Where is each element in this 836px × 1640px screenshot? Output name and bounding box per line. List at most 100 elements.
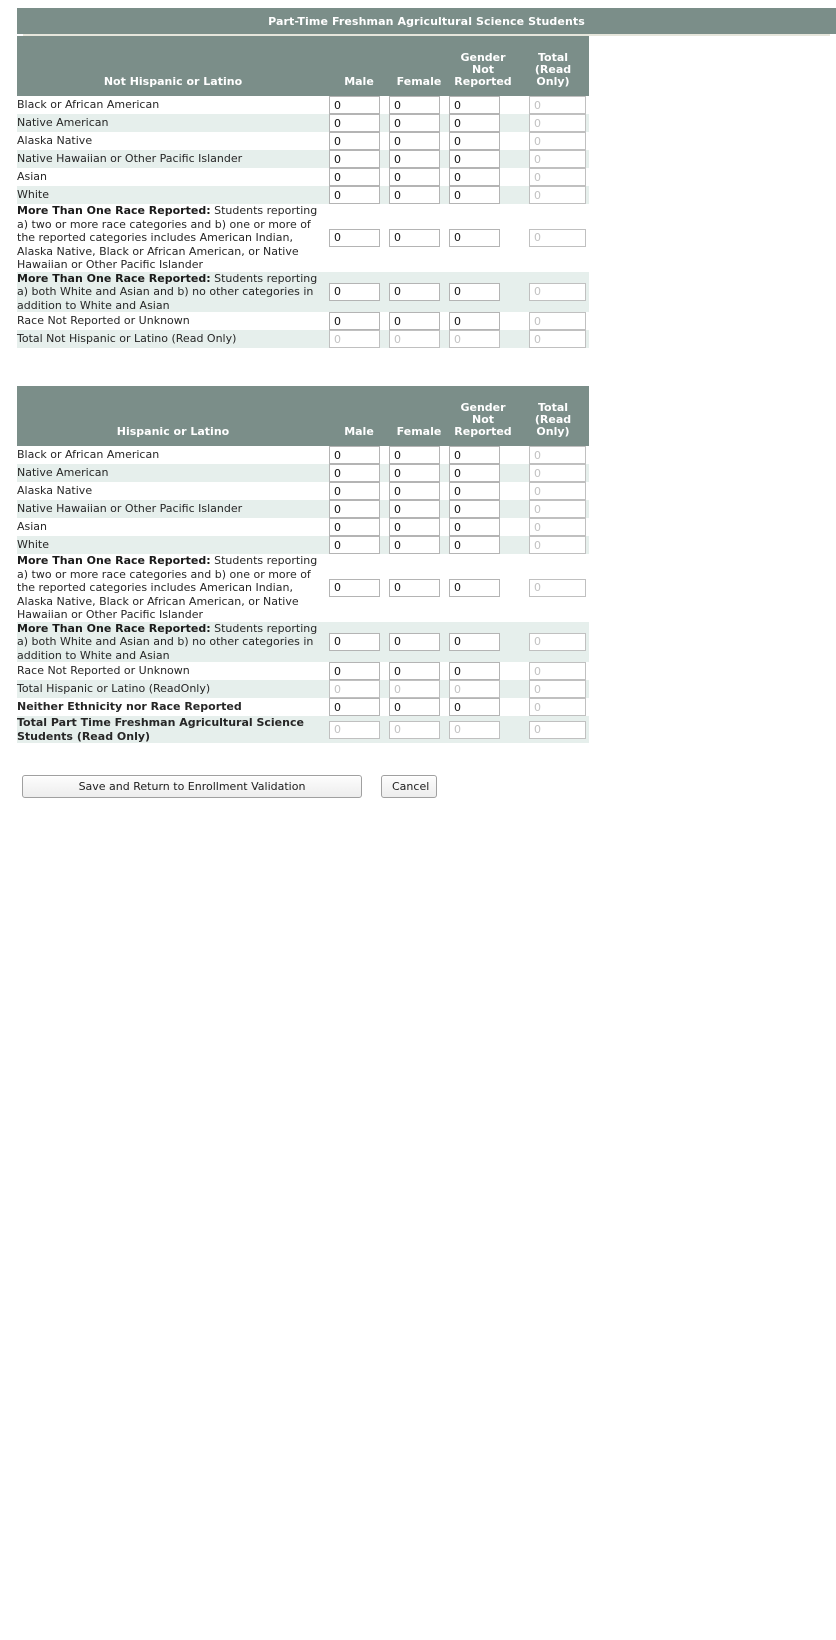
input-total (529, 446, 586, 464)
input-total (529, 464, 586, 482)
row-label: More Than One Race Reported: Students re… (17, 204, 329, 272)
input-female[interactable] (389, 168, 440, 186)
input-gender-not-reported[interactable] (449, 282, 500, 301)
input-male[interactable] (329, 150, 380, 168)
cell-male (329, 500, 389, 518)
cell-male (329, 312, 389, 330)
input-gender-not-reported (449, 720, 500, 739)
input-male[interactable] (329, 228, 380, 247)
cell-total (517, 330, 589, 348)
input-male[interactable] (329, 632, 380, 651)
input-gender-not-reported[interactable] (449, 578, 500, 597)
input-gender-not-reported[interactable] (449, 312, 500, 330)
cell-gender-not-reported (449, 271, 517, 312)
cell-male (329, 464, 389, 482)
form-actions: Save and Return to Enrollment Validation… (22, 775, 836, 798)
input-female[interactable] (389, 114, 440, 132)
input-male[interactable] (329, 114, 380, 132)
input-gender-not-reported[interactable] (449, 150, 500, 168)
input-total (529, 282, 586, 301)
input-female[interactable] (389, 186, 440, 204)
input-gender-not-reported[interactable] (449, 632, 500, 651)
cell-total (517, 132, 589, 150)
input-male[interactable] (329, 536, 380, 554)
input-female[interactable] (389, 662, 440, 680)
table-spacer (17, 348, 836, 386)
input-gender-not-reported[interactable] (449, 228, 500, 247)
input-female[interactable] (389, 500, 440, 518)
input-male[interactable] (329, 698, 380, 716)
input-female[interactable] (389, 464, 440, 482)
input-gender-not-reported[interactable] (449, 186, 500, 204)
input-total (529, 330, 586, 348)
row-label: Race Not Reported or Unknown (17, 662, 329, 680)
input-male[interactable] (329, 282, 380, 301)
input-gender-not-reported[interactable] (449, 114, 500, 132)
cell-female (389, 330, 449, 348)
input-gender-not-reported[interactable] (449, 132, 500, 150)
input-female[interactable] (389, 536, 440, 554)
input-female[interactable] (389, 132, 440, 150)
cell-gender-not-reported (449, 621, 517, 662)
cell-total (517, 716, 589, 743)
input-gender-not-reported[interactable] (449, 168, 500, 186)
input-female[interactable] (389, 632, 440, 651)
input-gender-not-reported[interactable] (449, 536, 500, 554)
input-male[interactable] (329, 312, 380, 330)
cell-total (517, 150, 589, 168)
input-gender-not-reported[interactable] (449, 96, 500, 114)
cell-total (517, 621, 589, 662)
input-male (329, 330, 380, 348)
table-row: More Than One Race Reported: Students re… (17, 204, 589, 272)
cell-gender-not-reported (449, 204, 517, 272)
input-total (529, 96, 586, 114)
input-male (329, 720, 380, 739)
input-male[interactable] (329, 500, 380, 518)
input-female[interactable] (389, 578, 440, 597)
cell-male (329, 716, 389, 743)
save-and-return-button[interactable]: Save and Return to Enrollment Validation (22, 775, 362, 798)
input-male[interactable] (329, 482, 380, 500)
input-female[interactable] (389, 518, 440, 536)
table-row: Alaska Native (17, 132, 589, 150)
input-gender-not-reported[interactable] (449, 464, 500, 482)
cancel-button[interactable]: Cancel (381, 775, 437, 798)
cell-total (517, 698, 589, 716)
input-male[interactable] (329, 132, 380, 150)
input-female[interactable] (389, 96, 440, 114)
input-female[interactable] (389, 482, 440, 500)
input-female[interactable] (389, 282, 440, 301)
input-male[interactable] (329, 464, 380, 482)
input-total (529, 518, 586, 536)
input-male[interactable] (329, 168, 380, 186)
row-label: Native American (17, 114, 329, 132)
cell-male (329, 536, 389, 554)
input-gender-not-reported[interactable] (449, 662, 500, 680)
input-gender-not-reported[interactable] (449, 698, 500, 716)
input-male[interactable] (329, 186, 380, 204)
input-male[interactable] (329, 96, 380, 114)
table-row: Black or African American (17, 96, 589, 114)
input-male[interactable] (329, 446, 380, 464)
input-male[interactable] (329, 518, 380, 536)
input-gender-not-reported[interactable] (449, 446, 500, 464)
input-female[interactable] (389, 446, 440, 464)
input-gender-not-reported (449, 680, 500, 698)
input-gender-not-reported[interactable] (449, 518, 500, 536)
cell-female (389, 312, 449, 330)
cell-female (389, 621, 449, 662)
cell-gender-not-reported (449, 150, 517, 168)
cell-total (517, 312, 589, 330)
cell-female (389, 680, 449, 698)
input-gender-not-reported[interactable] (449, 482, 500, 500)
input-gender-not-reported[interactable] (449, 500, 500, 518)
cell-total (517, 554, 589, 622)
input-female[interactable] (389, 150, 440, 168)
input-female[interactable] (389, 312, 440, 330)
input-female[interactable] (389, 228, 440, 247)
row-label: More Than One Race Reported: Students re… (17, 621, 329, 662)
input-male[interactable] (329, 662, 380, 680)
input-female[interactable] (389, 698, 440, 716)
input-male[interactable] (329, 578, 380, 597)
cell-female (389, 500, 449, 518)
